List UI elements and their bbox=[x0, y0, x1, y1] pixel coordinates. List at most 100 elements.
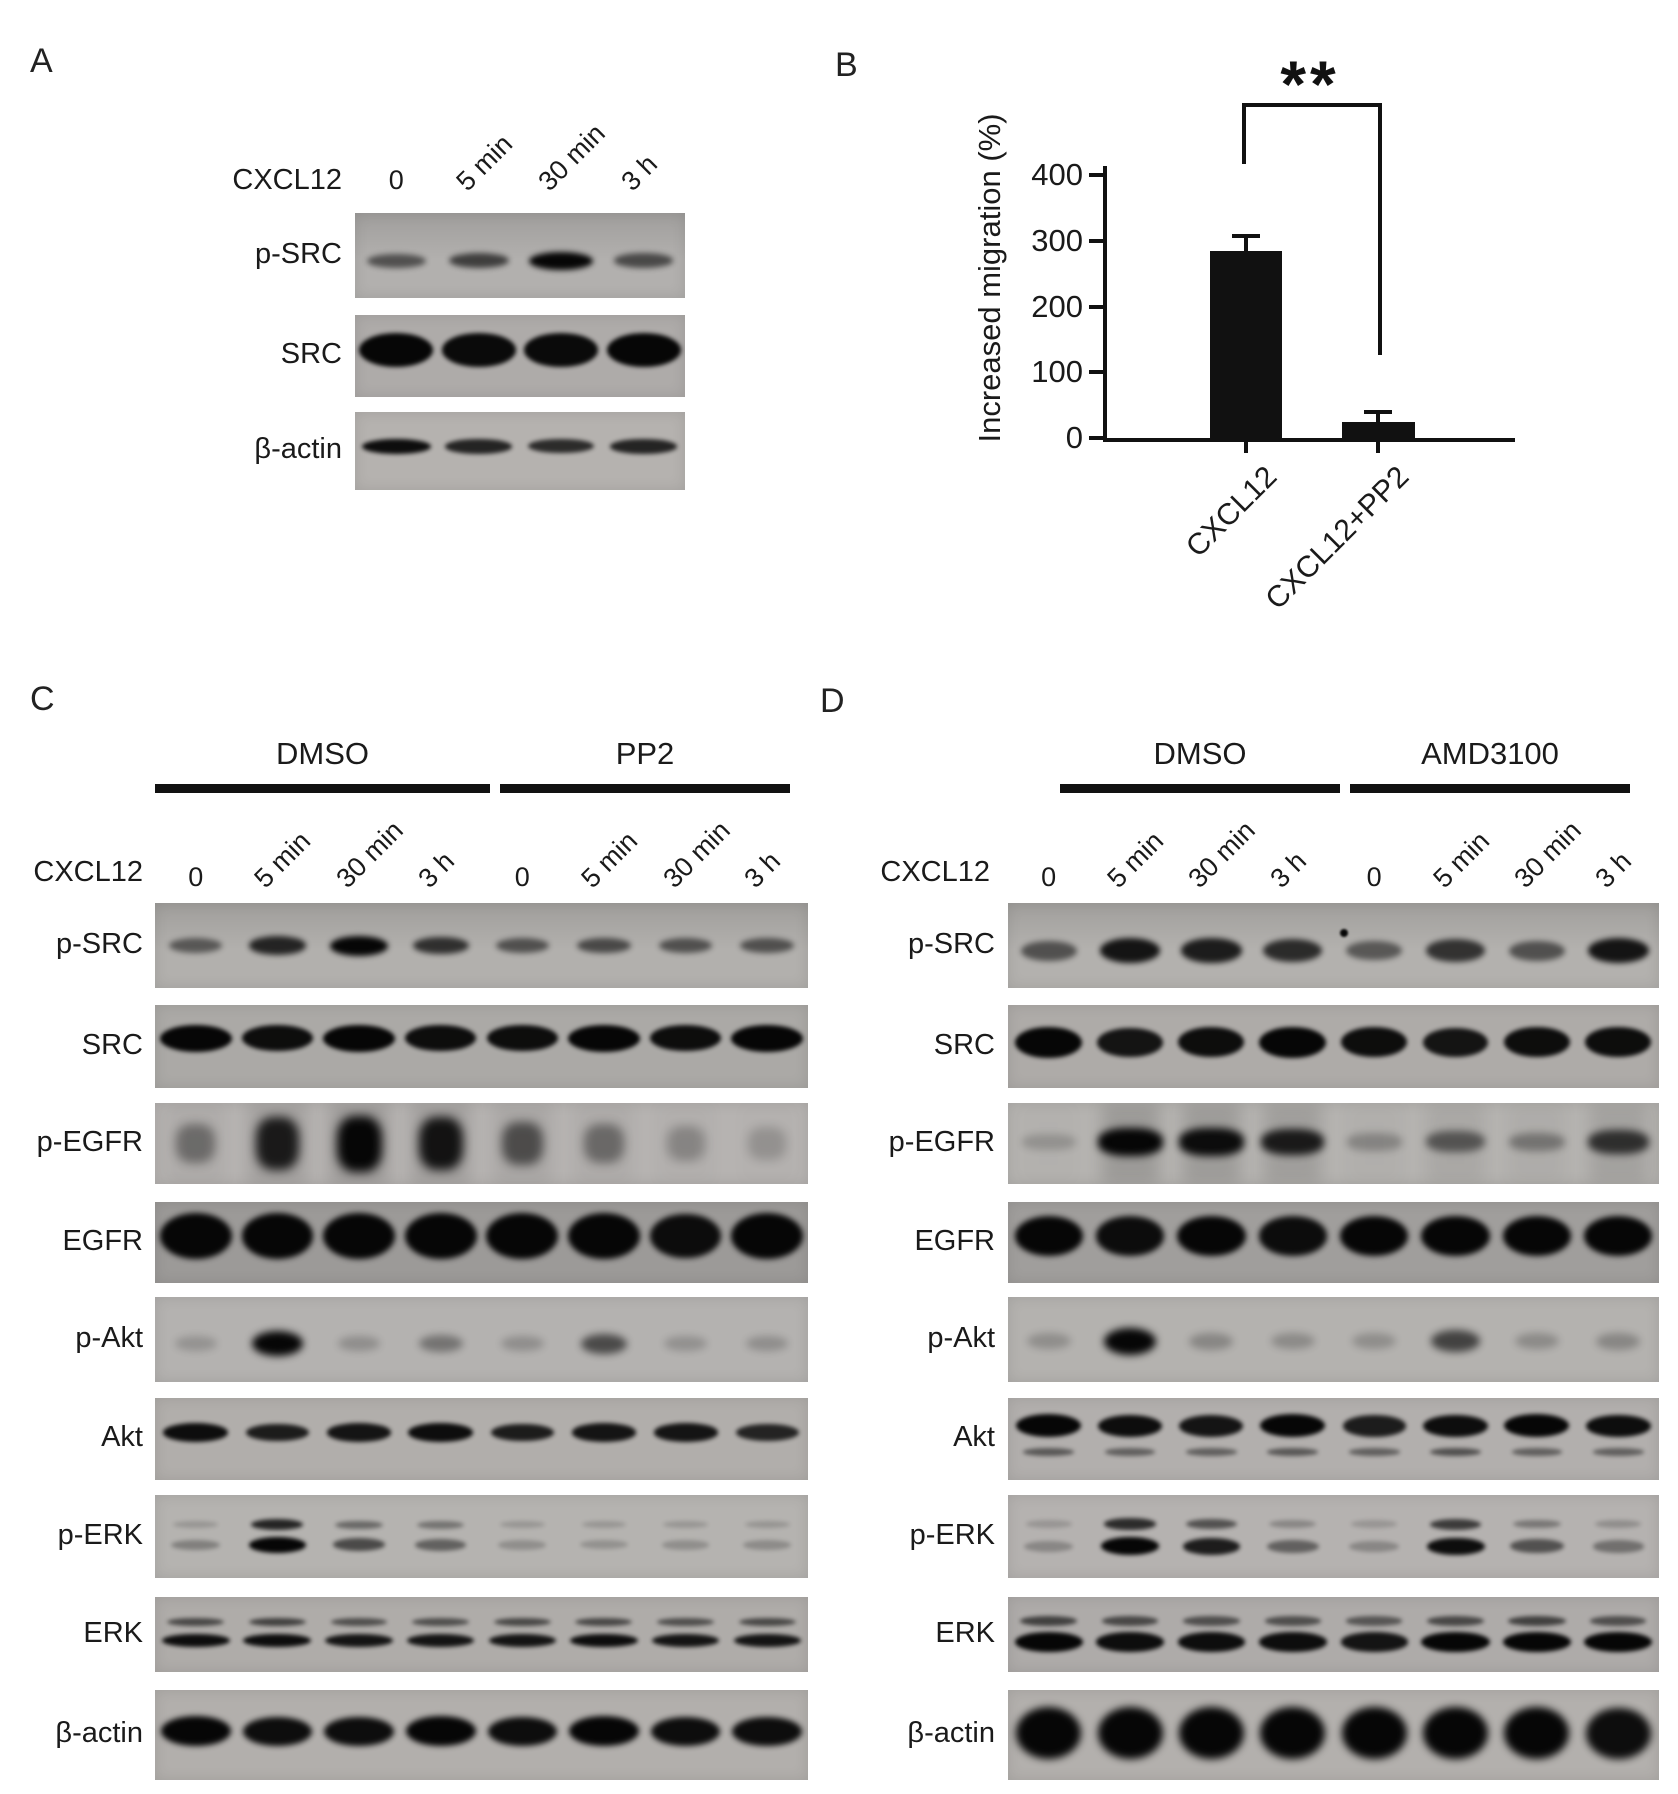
blot-band bbox=[1264, 1616, 1321, 1626]
lane-label: 3 h bbox=[1264, 845, 1312, 894]
y-tick-mark bbox=[1089, 173, 1103, 177]
blot-strip-c-9 bbox=[155, 1690, 808, 1780]
blot-row-label: β-actin bbox=[254, 433, 342, 465]
blot-band bbox=[1104, 1448, 1156, 1456]
blot-band bbox=[1021, 1133, 1076, 1151]
lane-label: 0 bbox=[188, 862, 204, 892]
blot-strip-d-4 bbox=[1008, 1202, 1659, 1283]
lane-label: 0 bbox=[514, 862, 530, 892]
y-tick-label: 0 bbox=[1065, 420, 1083, 455]
blot-band bbox=[1342, 1415, 1406, 1437]
lane-label: 5 min bbox=[1101, 825, 1170, 894]
lane-label: 3 h bbox=[412, 845, 460, 894]
blot-band bbox=[1513, 1519, 1561, 1529]
blot-lane-haze bbox=[1101, 1103, 1159, 1184]
blot-band bbox=[1427, 1616, 1484, 1626]
group-label-dmso: DMSO bbox=[1153, 736, 1247, 771]
blot-band bbox=[1014, 1632, 1083, 1652]
blot-band bbox=[744, 1521, 790, 1529]
blot-band bbox=[1260, 1707, 1326, 1760]
blot-band bbox=[407, 1633, 475, 1648]
blot-band bbox=[745, 1336, 789, 1352]
lane-label: 5 min bbox=[450, 128, 519, 197]
chart-x-axis bbox=[1103, 438, 1515, 442]
blot-band bbox=[571, 1423, 636, 1442]
blot-row-label: SRC bbox=[933, 1028, 995, 1061]
blot-band bbox=[490, 1423, 555, 1442]
blot-lane-haze bbox=[1264, 1103, 1322, 1184]
blot-band bbox=[1422, 1027, 1489, 1058]
blot-band bbox=[1341, 1027, 1408, 1058]
blot-band bbox=[1429, 1518, 1482, 1530]
blot-band bbox=[663, 1521, 708, 1529]
blot-band bbox=[408, 1423, 474, 1442]
blot-band bbox=[1026, 1333, 1071, 1350]
blot-band bbox=[1584, 1216, 1653, 1257]
group-underline bbox=[1060, 784, 1340, 793]
blot-band bbox=[1100, 1537, 1160, 1556]
blot-band bbox=[649, 1025, 722, 1052]
blot-row-label: p-ERK bbox=[57, 1518, 143, 1551]
blot-band bbox=[245, 1423, 310, 1442]
lane-label: 0 bbox=[1366, 862, 1382, 892]
blot-band bbox=[1260, 1414, 1326, 1438]
blot-band bbox=[1259, 1026, 1327, 1058]
sig-bracket-top bbox=[1242, 103, 1382, 107]
blot-band bbox=[1025, 1520, 1072, 1528]
blot-band bbox=[1340, 1632, 1408, 1652]
blot-band bbox=[327, 1423, 392, 1442]
blot-band bbox=[740, 937, 794, 954]
blot-row-label: SRC bbox=[280, 338, 342, 370]
blot-lane-haze bbox=[493, 1103, 551, 1184]
blot-band bbox=[1099, 938, 1161, 963]
blot-band bbox=[486, 1025, 558, 1052]
blot-band bbox=[251, 1519, 304, 1531]
group-label-pp2: PP2 bbox=[615, 736, 675, 771]
blot-band bbox=[1502, 1632, 1572, 1652]
blot-row-label: p-SRC bbox=[55, 927, 143, 960]
blot-band bbox=[337, 1336, 381, 1352]
blot-band bbox=[1270, 1333, 1315, 1350]
blot-band bbox=[412, 936, 469, 955]
blot-band bbox=[664, 1336, 707, 1352]
sig-bracket-right bbox=[1378, 103, 1382, 355]
blot-band bbox=[1258, 1216, 1327, 1256]
blot-band bbox=[499, 1521, 545, 1529]
blot-lane-haze bbox=[1182, 1103, 1240, 1184]
blot-row-label: p-EGFR bbox=[36, 1125, 143, 1158]
panel-d-label: D bbox=[820, 682, 845, 720]
blot-lane-haze bbox=[1020, 1103, 1077, 1184]
blot-lane-haze bbox=[412, 1103, 470, 1184]
blot-band bbox=[1096, 1632, 1164, 1652]
blot-band bbox=[486, 1213, 559, 1260]
blot-strip-c-7 bbox=[155, 1495, 808, 1578]
blot-band bbox=[580, 1540, 628, 1550]
blot-band bbox=[731, 1024, 804, 1052]
lane-label: 5 min bbox=[1426, 825, 1495, 894]
panel-a-label: A bbox=[30, 42, 53, 80]
blot-band bbox=[1023, 1540, 1074, 1552]
blot-band bbox=[1097, 1127, 1163, 1156]
blot-band bbox=[1587, 938, 1649, 963]
x-tick-mark bbox=[1244, 442, 1248, 453]
blot-band bbox=[1097, 1027, 1163, 1058]
blot-band bbox=[493, 1617, 551, 1626]
blot-band bbox=[242, 1716, 313, 1747]
blot-band bbox=[1508, 1132, 1566, 1152]
blot-band bbox=[661, 1540, 710, 1550]
blot-lane-haze bbox=[657, 1103, 714, 1184]
blot-band bbox=[488, 1633, 556, 1648]
blot-band bbox=[733, 1633, 801, 1648]
error-bar-cap bbox=[1364, 409, 1392, 414]
blot-band bbox=[1586, 1707, 1651, 1759]
blot-band bbox=[361, 438, 431, 455]
blot-band bbox=[241, 1025, 314, 1052]
blot-band bbox=[418, 1116, 463, 1171]
lane-label: 30 min bbox=[656, 815, 736, 894]
blot-band bbox=[1020, 940, 1077, 961]
blot-strip-c-1 bbox=[155, 903, 808, 988]
lane-label: 30 min bbox=[532, 118, 612, 197]
blot-band bbox=[1504, 1414, 1570, 1438]
blot-band bbox=[1421, 1632, 1490, 1652]
blot-band bbox=[1103, 1518, 1157, 1530]
